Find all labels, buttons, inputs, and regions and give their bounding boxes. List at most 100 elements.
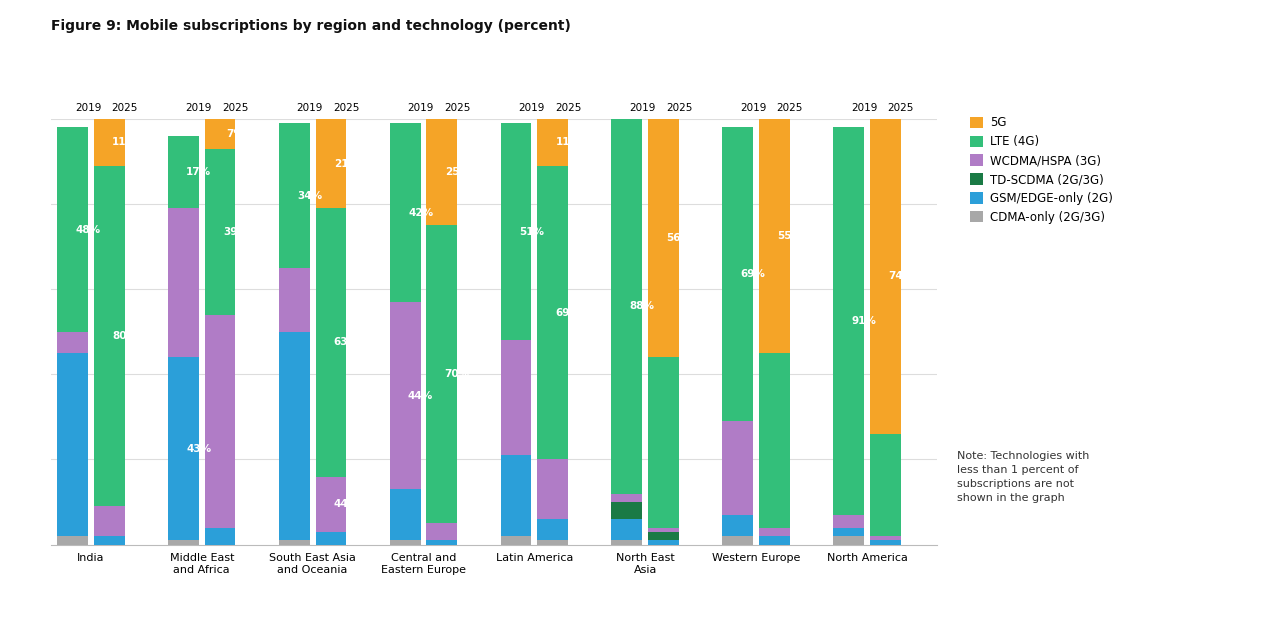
Text: 2019: 2019 bbox=[519, 103, 544, 113]
Text: 88%: 88% bbox=[630, 301, 655, 311]
Bar bbox=[426, 119, 457, 225]
Text: 51%: 51% bbox=[519, 227, 544, 237]
Bar bbox=[833, 536, 864, 545]
Text: 2019: 2019 bbox=[740, 103, 767, 113]
Text: 17%: 17% bbox=[186, 167, 212, 177]
Text: 48%: 48% bbox=[76, 225, 100, 235]
Bar bbox=[501, 123, 532, 341]
Bar bbox=[869, 540, 900, 545]
Bar bbox=[390, 123, 421, 302]
Text: 2025: 2025 bbox=[112, 103, 137, 113]
Text: 25%: 25% bbox=[444, 167, 470, 177]
Text: 2025: 2025 bbox=[777, 103, 802, 113]
Bar bbox=[426, 523, 457, 540]
Bar bbox=[168, 136, 199, 208]
Text: 2025: 2025 bbox=[444, 103, 470, 113]
Bar bbox=[94, 536, 125, 545]
Text: 2019: 2019 bbox=[297, 103, 322, 113]
Text: 34%: 34% bbox=[297, 190, 322, 200]
Bar bbox=[833, 528, 864, 536]
Bar bbox=[648, 357, 679, 528]
Text: 74%: 74% bbox=[889, 272, 913, 282]
Text: 11%: 11% bbox=[112, 137, 137, 147]
Text: 43%: 43% bbox=[186, 444, 212, 454]
Text: 91%: 91% bbox=[851, 316, 877, 326]
Bar bbox=[759, 353, 790, 528]
Bar bbox=[168, 208, 199, 357]
Bar bbox=[537, 540, 568, 545]
Bar bbox=[426, 540, 457, 545]
Bar bbox=[611, 540, 642, 545]
Text: 2025: 2025 bbox=[887, 103, 914, 113]
Text: 44%: 44% bbox=[408, 391, 433, 401]
Bar bbox=[648, 119, 679, 357]
Text: 63%: 63% bbox=[334, 337, 358, 347]
Text: Note: Technologies with
less than 1 percent of
subscriptions are not
shown in th: Note: Technologies with less than 1 perc… bbox=[957, 451, 1089, 503]
Legend: 5G, LTE (4G), WCDMA/HSPA (3G), TD-SCDMA (2G/3G), GSM/EDGE-only (2G), CDMA-only (: 5G, LTE (4G), WCDMA/HSPA (3G), TD-SCDMA … bbox=[969, 116, 1113, 224]
Text: 42%: 42% bbox=[408, 208, 433, 218]
Bar bbox=[723, 128, 754, 421]
Bar bbox=[833, 128, 864, 515]
Bar bbox=[279, 268, 309, 332]
Text: 11%: 11% bbox=[556, 137, 580, 147]
Bar bbox=[58, 536, 89, 545]
Bar bbox=[168, 540, 199, 545]
Text: 39%: 39% bbox=[223, 227, 248, 237]
Bar bbox=[759, 119, 790, 353]
Text: 70%: 70% bbox=[444, 369, 470, 379]
Bar bbox=[390, 302, 421, 490]
Text: 44%: 44% bbox=[334, 499, 360, 509]
Bar bbox=[611, 119, 642, 493]
Bar bbox=[94, 506, 125, 536]
Bar bbox=[648, 532, 679, 540]
Text: 7%: 7% bbox=[226, 129, 244, 139]
Text: 2019: 2019 bbox=[629, 103, 656, 113]
Bar bbox=[648, 528, 679, 532]
Text: 2019: 2019 bbox=[407, 103, 434, 113]
Bar bbox=[869, 119, 900, 434]
Bar bbox=[537, 119, 568, 166]
Bar bbox=[316, 476, 347, 532]
Bar bbox=[390, 540, 421, 545]
Text: 2019: 2019 bbox=[186, 103, 212, 113]
Bar bbox=[833, 515, 864, 528]
Bar bbox=[279, 540, 309, 545]
Bar bbox=[279, 123, 309, 268]
Bar bbox=[611, 519, 642, 540]
Bar bbox=[390, 490, 421, 540]
Bar bbox=[723, 421, 754, 515]
Bar bbox=[316, 532, 347, 545]
Bar bbox=[723, 515, 754, 536]
Text: 56%: 56% bbox=[666, 233, 692, 243]
Bar bbox=[611, 502, 642, 519]
Bar bbox=[204, 528, 235, 545]
Bar bbox=[501, 455, 532, 536]
Bar bbox=[204, 315, 235, 528]
Bar bbox=[316, 119, 347, 208]
Bar bbox=[58, 128, 89, 332]
Bar bbox=[648, 540, 679, 545]
Bar bbox=[611, 493, 642, 502]
Bar bbox=[537, 166, 568, 459]
Bar bbox=[501, 536, 532, 545]
Text: 2019: 2019 bbox=[74, 103, 101, 113]
Text: 2025: 2025 bbox=[666, 103, 692, 113]
Text: 2019: 2019 bbox=[851, 103, 877, 113]
Bar bbox=[537, 519, 568, 540]
Bar bbox=[426, 225, 457, 523]
Bar bbox=[537, 459, 568, 519]
Bar bbox=[58, 353, 89, 536]
Bar bbox=[869, 536, 900, 540]
Bar bbox=[869, 434, 900, 536]
Text: 55%: 55% bbox=[777, 231, 802, 241]
Bar bbox=[94, 119, 125, 166]
Text: 80%: 80% bbox=[112, 331, 137, 341]
Text: Figure 9: Mobile subscriptions by region and technology (percent): Figure 9: Mobile subscriptions by region… bbox=[51, 19, 571, 33]
Text: 2025: 2025 bbox=[333, 103, 360, 113]
Text: 2025: 2025 bbox=[555, 103, 582, 113]
Text: 69%: 69% bbox=[741, 269, 765, 279]
Bar bbox=[204, 119, 235, 149]
Bar bbox=[279, 332, 309, 540]
Bar bbox=[759, 528, 790, 536]
Bar bbox=[316, 208, 347, 476]
